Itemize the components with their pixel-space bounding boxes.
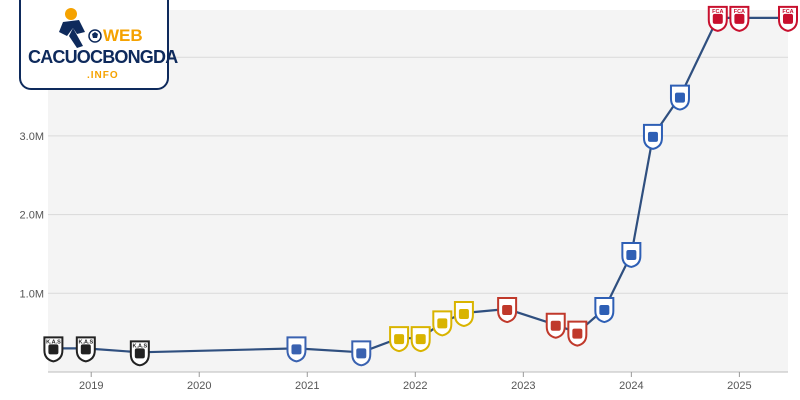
logo-web-text: WEB [103,26,143,45]
data-point-crest[interactable] [669,84,690,111]
data-point-crest[interactable] [621,241,642,268]
crest-label: K.A.S [78,339,93,345]
crest-emblem [502,305,513,316]
crest-emblem [415,334,426,345]
crest-emblem [674,92,685,103]
crest-label: FCA [734,9,745,15]
crest-emblem [134,348,145,359]
plot-area [48,10,788,372]
crest-label: FCA [712,9,723,15]
x-tick-label: 2019 [79,380,103,392]
data-point-crest[interactable] [567,320,588,347]
data-point-crest[interactable]: K.A.S [75,336,96,363]
x-tick-label: 2020 [187,380,211,392]
crest-emblem [437,318,448,329]
data-point-crest[interactable] [497,297,518,324]
crest-emblem [394,334,405,345]
crest-label: K.A.S [46,339,61,345]
site-logo[interactable]: WEB CACUOCBONGDA .INFO [19,0,178,90]
y-tick-label: 3.0M [20,131,44,143]
data-point-crest[interactable]: K.A.S [129,340,150,367]
data-point-crest[interactable] [642,123,663,150]
data-point-crest[interactable] [432,310,453,337]
x-tick-label: 2024 [619,380,643,392]
logo-info-text: .INFO [87,70,119,81]
y-tick-label: 2.0M [20,210,44,222]
crest-emblem [356,348,367,359]
x-tick-label: 2022 [403,380,427,392]
crest-label: K.A.S [132,343,147,349]
x-tick-label: 2023 [511,380,535,392]
crest-emblem [599,305,610,316]
crest-label: FCA [782,9,793,15]
data-point-crest[interactable]: FCA [778,5,798,32]
logo-main-text: CACUOCBONGDA [28,47,178,67]
data-point-crest[interactable]: K.A.S [43,336,64,363]
crest-emblem [458,308,469,319]
crest-emblem [647,131,658,142]
data-point-crest[interactable] [410,326,431,353]
data-point-crest[interactable] [351,340,372,367]
data-point-crest[interactable] [286,336,307,363]
crest-emblem [80,344,91,355]
crest-emblem [734,13,745,24]
crest-emblem [572,328,583,339]
footballer-icon [59,8,102,48]
x-tick-label: 2021 [295,380,319,392]
data-point-crest[interactable] [453,300,474,328]
crest-emblem [48,344,59,355]
data-point-crest[interactable] [594,297,615,324]
crest-emblem [783,13,793,24]
y-tick-label: 1.0M [20,288,44,300]
data-point-crest[interactable] [389,326,410,353]
crest-emblem [550,320,561,331]
crest-emblem [291,344,302,355]
data-point-crest[interactable] [545,312,566,339]
x-tick-label: 2025 [727,380,751,392]
crest-emblem [626,249,637,260]
crest-emblem [712,13,723,24]
data-point-crest[interactable]: FCA [729,5,750,32]
data-point-crest[interactable]: FCA [707,5,728,32]
